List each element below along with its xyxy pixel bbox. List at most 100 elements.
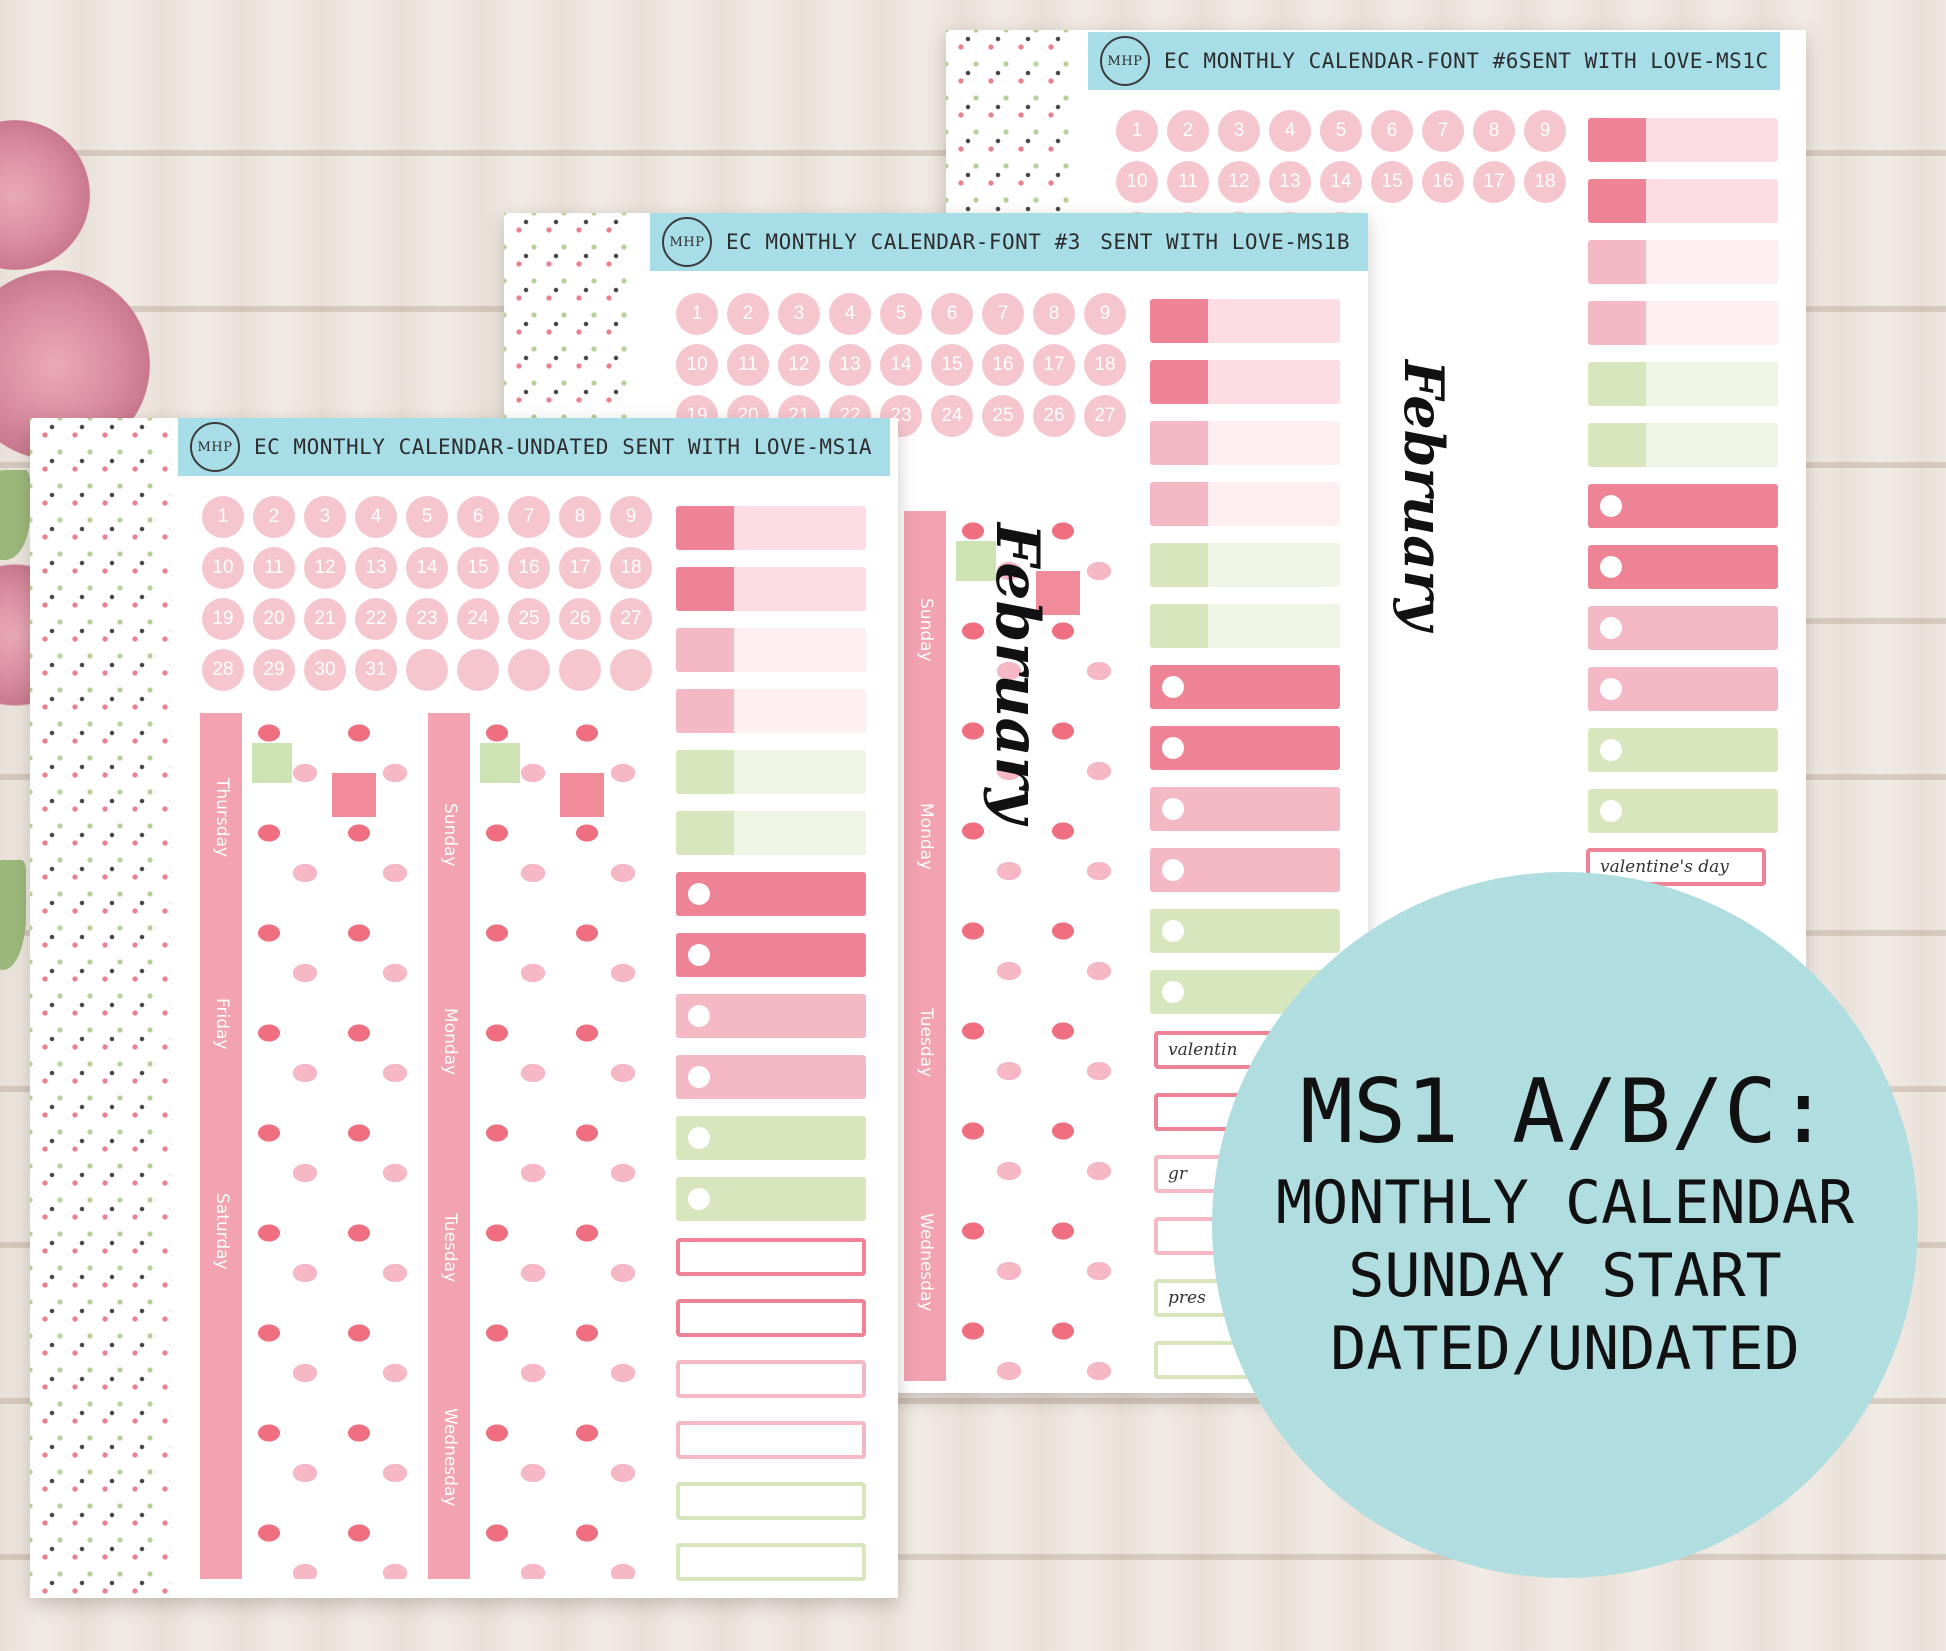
mhp-logo: MHP — [1100, 36, 1150, 86]
date-circle: 21 — [304, 598, 346, 640]
strip-body — [1208, 604, 1340, 648]
weekday-label: Thursday — [212, 778, 232, 858]
strip-body — [1646, 301, 1778, 345]
weekday-label: Sunday — [440, 803, 460, 867]
strip-color-tab — [1150, 482, 1208, 526]
color-block-strip — [1588, 301, 1778, 345]
date-circle: 12 — [778, 344, 820, 386]
strip-color-tab — [1150, 421, 1208, 465]
dot-strip — [1588, 728, 1778, 772]
strip-color-tab — [676, 811, 734, 855]
dot-strip — [1588, 667, 1778, 711]
dot-strip — [676, 1177, 866, 1221]
color-block-strip — [1150, 421, 1340, 465]
dot-strip — [1150, 909, 1340, 953]
weekday-label: Wednesday — [916, 1213, 936, 1312]
strip-body — [1208, 299, 1340, 343]
blank-label-strip — [676, 1482, 866, 1520]
color-block-strip — [1588, 179, 1778, 223]
white-dot — [688, 1005, 710, 1027]
blank-label-strip — [676, 1360, 866, 1398]
dot-strip — [1588, 545, 1778, 589]
strip-body — [734, 506, 866, 550]
strip-color-tab — [676, 567, 734, 611]
date-circle: 1 — [676, 293, 718, 335]
date-circle: 7 — [1422, 110, 1464, 152]
date-circle: 27 — [610, 598, 652, 640]
weekday-column — [428, 713, 470, 1579]
sheet-code: SENT WITH LOVE-MS1C — [1518, 49, 1769, 73]
date-circle: 1 — [202, 496, 244, 538]
strip-body — [1208, 482, 1340, 526]
valentine-gift-pattern — [242, 713, 407, 1579]
strip-color-tab — [1588, 118, 1646, 162]
date-circle: 9 — [610, 496, 652, 538]
date-circle: 29 — [253, 649, 295, 691]
badge-line: SUNDAY START — [1348, 1240, 1782, 1311]
february-title: February — [1392, 360, 1456, 631]
date-circle: 8 — [1033, 293, 1075, 335]
valentine-gift-pattern — [946, 511, 1116, 1381]
date-circle: 6 — [931, 293, 973, 335]
color-block-strip — [676, 628, 866, 672]
sheet-header: MHP EC MONTHLY CALENDAR-FONT #6 SENT WIT… — [1088, 32, 1780, 90]
date-circles: 1 2 3 4 5 6 7 8 9 10 11 12 13 14 15 16 17 18 19 20 21 22 23 24 2… — [676, 293, 1126, 437]
date-circle: 10 — [202, 547, 244, 589]
strip-color-tab — [1588, 301, 1646, 345]
date-circle: 18 — [1084, 344, 1126, 386]
date-circle — [457, 649, 499, 691]
white-dot — [688, 1066, 710, 1088]
color-block-strip — [1588, 240, 1778, 284]
date-circle: 4 — [355, 496, 397, 538]
date-circle: 12 — [1218, 161, 1260, 203]
february-title: February — [982, 523, 1052, 824]
date-circle: 25 — [508, 598, 550, 640]
color-block-strip — [1588, 362, 1778, 406]
white-dot — [688, 1127, 710, 1149]
white-dot — [1162, 981, 1184, 1003]
strip-body — [1208, 421, 1340, 465]
white-dot — [1600, 739, 1622, 761]
color-block-strip — [1150, 482, 1340, 526]
dot-strip — [1588, 484, 1778, 528]
date-circle: 5 — [1320, 110, 1362, 152]
date-circle: 14 — [880, 344, 922, 386]
date-circle: 3 — [778, 293, 820, 335]
date-circle: 8 — [559, 496, 601, 538]
strip-color-tab — [676, 628, 734, 672]
sheet-title: EC MONTHLY CALENDAR-FONT #6 — [1164, 49, 1519, 73]
strip-color-tab — [1588, 179, 1646, 223]
strip-body — [1646, 423, 1778, 467]
date-circle: 11 — [727, 344, 769, 386]
sheet-title: EC MONTHLY CALENDAR-FONT #3 — [726, 230, 1081, 254]
date-circle: 1 — [1116, 110, 1158, 152]
white-dot — [1600, 678, 1622, 700]
dot-strip — [1150, 787, 1340, 831]
date-circle: 24 — [931, 395, 973, 437]
dot-strip — [676, 994, 866, 1038]
weekday-column — [200, 713, 242, 1579]
color-block-strip — [676, 689, 866, 733]
white-dot — [688, 883, 710, 905]
date-circle: 20 — [253, 598, 295, 640]
date-circle: 5 — [406, 496, 448, 538]
date-circle: 14 — [1320, 161, 1362, 203]
date-circle: 2 — [253, 496, 295, 538]
strip-body — [734, 628, 866, 672]
blank-label-strip — [676, 1421, 866, 1459]
date-circle: 19 — [202, 598, 244, 640]
strip-body — [734, 689, 866, 733]
dot-strip — [1150, 665, 1340, 709]
strip-body — [1646, 240, 1778, 284]
strip-color-tab — [676, 506, 734, 550]
date-circle: 16 — [1422, 161, 1464, 203]
sheet-code: SENT WITH LOVE-MS1B — [1100, 230, 1350, 254]
date-circle: 16 — [508, 547, 550, 589]
date-circle — [508, 649, 550, 691]
white-dot — [1600, 495, 1622, 517]
white-dot — [1600, 800, 1622, 822]
heart-dot-strip — [30, 418, 170, 1598]
date-circle: 18 — [1524, 161, 1566, 203]
date-circle: 10 — [1116, 161, 1158, 203]
date-circle: 27 — [1084, 395, 1126, 437]
